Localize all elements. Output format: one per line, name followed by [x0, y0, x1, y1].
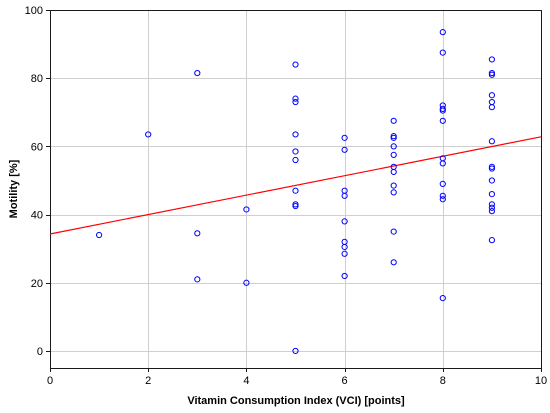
- data-point: [341, 250, 348, 257]
- data-point: [439, 180, 446, 187]
- plot-frame: [50, 10, 542, 369]
- x-tick-label: 0: [47, 375, 53, 387]
- x-axis-label: Vitamin Consumption Index (VCI) [points]: [187, 395, 405, 407]
- data-point: [292, 187, 299, 194]
- axis-ticks: [46, 10, 542, 372]
- data-point: [390, 143, 397, 150]
- data-point: [488, 165, 495, 172]
- data-point: [390, 259, 397, 266]
- data-point: [439, 107, 446, 114]
- data-point: [439, 49, 446, 56]
- y-tick-label: 20: [31, 278, 43, 290]
- data-point: [292, 61, 299, 68]
- data-point: [341, 146, 348, 153]
- data-point: [243, 206, 250, 213]
- data-point: [488, 204, 495, 211]
- data-point: [194, 69, 201, 77]
- data-point: [439, 117, 446, 124]
- data-point: [488, 201, 495, 208]
- data-point: [488, 177, 495, 184]
- y-tick-labels: 0 20 40 60 80 100: [25, 5, 43, 358]
- data-point: [390, 134, 397, 141]
- data-point: [292, 156, 299, 164]
- data-point: [390, 151, 397, 159]
- data-point: [292, 201, 299, 208]
- data-point: [341, 243, 348, 251]
- data-point: [488, 191, 495, 198]
- data-point: [243, 279, 250, 286]
- data-point: [292, 148, 299, 155]
- data-point: [292, 95, 299, 102]
- y-axis-label: Motility [%]: [8, 159, 20, 218]
- data-point: [292, 131, 299, 138]
- data-point: [488, 56, 495, 63]
- data-point: [341, 192, 348, 199]
- data-point: [292, 98, 299, 106]
- data-point: [390, 117, 397, 124]
- data-point: [390, 133, 397, 140]
- x-tick-label: 6: [342, 375, 348, 387]
- data-point: [488, 163, 495, 170]
- regression-line: [49, 136, 542, 235]
- x-tick-label: 4: [243, 375, 249, 387]
- data-point: [194, 276, 201, 283]
- data-point: [488, 104, 495, 111]
- data-point: [439, 105, 446, 112]
- data-point: [390, 189, 397, 196]
- data-point: [439, 295, 446, 302]
- data-point: [439, 192, 446, 199]
- data-point: [488, 237, 495, 244]
- data-point: [390, 182, 397, 189]
- data-point: [341, 272, 348, 280]
- x-tick-label: 10: [535, 375, 547, 387]
- data-point: [145, 131, 152, 138]
- data-point: [439, 160, 446, 167]
- y-tick-label: 40: [31, 210, 43, 222]
- grid-lines: [50, 10, 541, 368]
- data-point: [341, 134, 348, 141]
- data-point: [488, 208, 495, 215]
- y-tick-label: 80: [31, 73, 43, 85]
- y-tick-label: 60: [31, 141, 43, 153]
- data-point: [341, 218, 348, 225]
- data-point: [439, 196, 446, 203]
- data-point: [390, 228, 397, 235]
- data-points: [96, 29, 495, 355]
- data-point: [194, 230, 201, 237]
- data-point: [390, 168, 397, 176]
- data-point: [292, 347, 299, 355]
- x-tick-label: 2: [145, 375, 151, 387]
- y-tick-label: 0: [37, 346, 43, 358]
- data-point: [488, 92, 495, 99]
- data-point: [488, 71, 495, 78]
- y-tick-label: 100: [25, 5, 43, 17]
- data-point: [488, 69, 495, 77]
- data-point: [292, 202, 299, 210]
- x-tick-label: 8: [440, 375, 446, 387]
- data-point: [439, 29, 446, 36]
- x-tick-labels: 0 2 4 6 8 10: [47, 375, 547, 387]
- data-point: [96, 231, 103, 239]
- data-point: [488, 138, 495, 145]
